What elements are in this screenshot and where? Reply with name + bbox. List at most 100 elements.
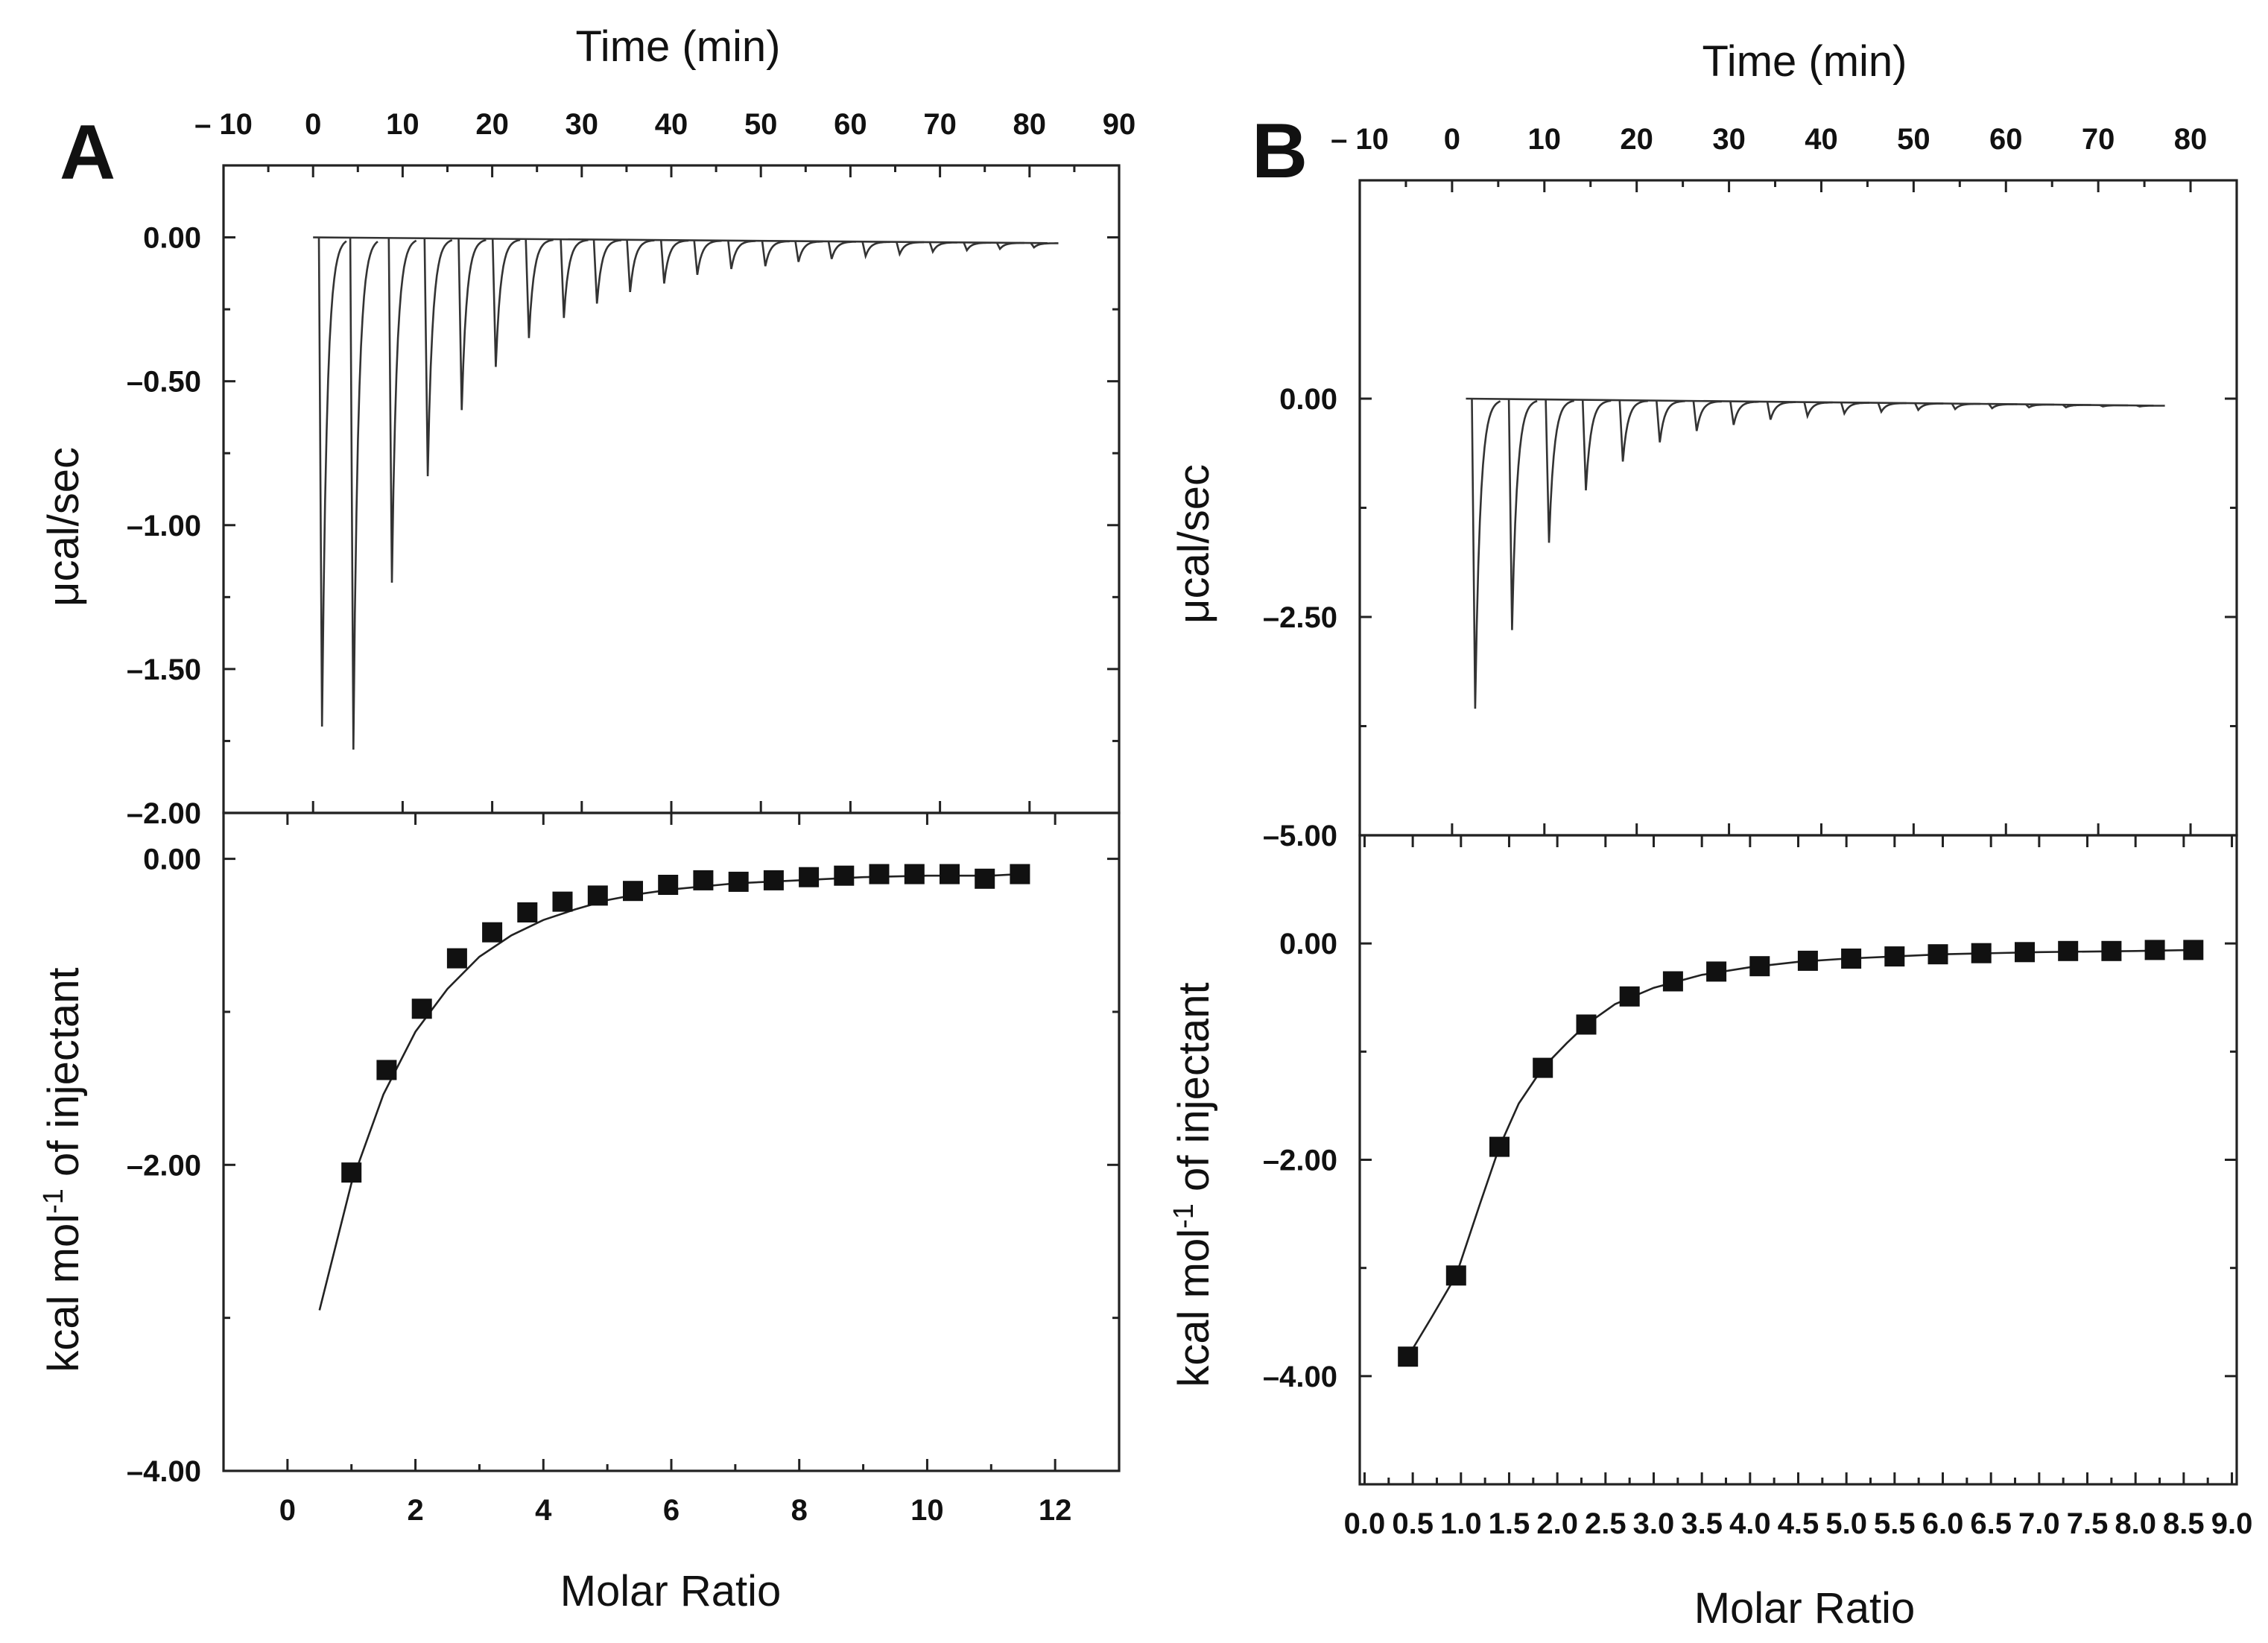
panel-a-isotherm-y-tick-label: –4.00: [127, 1455, 201, 1488]
panel-b-isotherm-y-tick-label: –4.00: [1263, 1361, 1337, 1393]
panel-b-thermogram-injection-peak: [1618, 399, 1648, 462]
panel-b-heat-axis-title-main: kcal mol: [1170, 1229, 1218, 1387]
panel-a-isotherm-x-tick-label: 2: [407, 1494, 423, 1527]
panel-b-isotherm-data-point: [1749, 956, 1770, 977]
panel-b-thermogram-injection-peak: [2099, 404, 2129, 408]
panel-b-thermogram-injection-peak: [1951, 402, 1980, 411]
panel-a-isotherm-x-tick-label: 0: [279, 1494, 296, 1527]
panel-b-isotherm-x-tick-label: 3.0: [1633, 1507, 1675, 1540]
panel-b-isotherm-x-tick-label: 0.5: [1392, 1507, 1434, 1540]
panel-b-isotherm-data-point: [1445, 1265, 1466, 1286]
panel-a-isotherm-data-point: [341, 1162, 362, 1183]
panel-b-isotherm-x-tick-label: 3.5: [1681, 1507, 1723, 1540]
panel-b-thermogram-x-tick-label: 70: [2082, 123, 2115, 156]
panel-b-isotherm-y-tick-label: –2.00: [1263, 1145, 1337, 1177]
panel-b-isotherm-data-point: [2144, 940, 2165, 960]
panel-a-thermogram-injection-peak: [387, 238, 417, 583]
panel-a-thermogram-injection-peak: [423, 238, 453, 477]
panel-a-thermogram-x-tick-label: – 10: [194, 108, 253, 141]
panel-b-isotherm-data-point: [1884, 946, 1905, 967]
panel-a-thermogram-y-tick-label: –1.00: [127, 510, 201, 542]
panel-b-thermogram-injection-peak: [2062, 404, 2091, 409]
panel-a-thermogram-x-tick-label: 60: [834, 108, 867, 141]
panel-a-molar-ratio-axis-title: Molar Ratio: [560, 1567, 782, 1615]
panel-a-thermogram-injection-peak: [349, 237, 378, 750]
panel-b-thermogram-injection-peak: [1988, 403, 2018, 410]
panel-b-isotherm-x-tick-label: 0.0: [1344, 1507, 1386, 1540]
panel-b-isotherm-x-tick-label: 1.5: [1489, 1507, 1530, 1540]
panel-a-thermogram-injection-peak: [525, 238, 554, 338]
panel-a-fit-curve-group: [318, 873, 1020, 1311]
panel-b-isotherm-data-point: [1662, 971, 1683, 992]
panel-b-thermogram-injection-peak: [1471, 399, 1501, 709]
panel-a-thermogram-x-tick-label: 70: [923, 108, 957, 141]
panel-b-isotherm-x-tick-label: 4.0: [1729, 1507, 1771, 1540]
panel-b-molar-ratio-ticks: 0.0 0.5 1.0 1.5 2.0 2.5 3.0 3.5 4.0 4.5 5.0 5.5 6.0 6…: [1344, 835, 2253, 1540]
panel-b-isotherm-y-tick-label: 0.00: [1279, 928, 1337, 960]
panel-b-molar-ratio-axis-title: Molar Ratio: [1694, 1584, 1916, 1633]
panel-b-isotherm-data-point: [1797, 950, 1818, 971]
panel-b-thermogram-x-tick-label: 40: [1805, 123, 1838, 156]
panel-b-thermogram-injection-peak: [1656, 400, 1685, 443]
panel-b-thermogram: – 10 0 10 20 30 40 50 60 70 80 0.00 –2.50 –5.00 Tim…: [1170, 37, 2238, 852]
panel-b-isotherm-x-tick-label: 1.0: [1440, 1507, 1482, 1540]
panel-letter-b: B: [1252, 108, 1308, 194]
panel-b-heat-axis-title-suffix: of injectant: [1170, 982, 1218, 1203]
panel-a-isotherm-data-point: [904, 864, 925, 884]
panel-a-isotherm-data-point: [1010, 864, 1030, 884]
panel-a-thermogram-injection-peak: [317, 237, 347, 727]
panel-b-thermogram-injection-peak: [1803, 401, 1833, 420]
panel-a-isotherm-data-point: [482, 922, 503, 943]
panel-a-isotherm-data-point: [763, 870, 784, 890]
panel-b-isotherm-data-point: [1619, 986, 1640, 1007]
panel-b-isotherm-data-point: [1533, 1057, 1553, 1078]
panel-b-heat-axis-title: kcal mol-1 of injectant: [1168, 982, 1218, 1387]
panel-b-isotherm-data-point: [1971, 943, 1992, 963]
panel-a-thermogram-injection-peak: [761, 240, 790, 267]
panel-a-thermogram-injection-peak: [794, 240, 823, 262]
panel-b-isotherm-data-point: [1576, 1014, 1597, 1035]
panel-a-thermogram-injection-peak: [491, 238, 521, 367]
panel-b-isotherm-data-point: [2183, 940, 2204, 960]
panel-a-thermogram-injection-peak: [727, 240, 756, 270]
panel-b-isotherm-data-point: [2058, 940, 2079, 961]
panel-a-thermogram-injection-peak: [995, 241, 1024, 251]
panel-a-heat-axis-title-suffix: of injectant: [39, 967, 88, 1188]
panel-a-heat-axis-title: kcal mol-1 of injectant: [38, 967, 88, 1372]
panel-a-isotherm-x-tick-label: 6: [663, 1494, 680, 1527]
panel-a-molar-ratio-ticks: 0 2 4 6 8 10 12: [279, 813, 1071, 1527]
panel-b-thermogram-x-tick-label: 10: [1528, 123, 1562, 156]
panel-b-thermogram-y-tick-label: –5.00: [1263, 820, 1337, 852]
panel-a-thermogram-injection-peak: [896, 241, 925, 257]
panel-b-isotherm-data-point: [1489, 1136, 1510, 1157]
panel-b-isotherm-x-tick-label: 2.0: [1536, 1507, 1578, 1540]
panel-b-thermogram-injection-peak: [1581, 399, 1612, 491]
panel-b-isotherm-fit-curve: [1407, 949, 2193, 1358]
panel-b-isotherm-x-tick-label: 9.0: [2211, 1507, 2253, 1540]
panel-b-isotherm-data-point: [2101, 940, 2122, 961]
panel-b-isotherm-data-point: [1928, 944, 1948, 965]
panel-a-isotherm-data-point: [834, 865, 855, 886]
panel-b-thermogram-x-tick-label: – 10: [1331, 123, 1389, 156]
panel-b-isotherm-x-tick-label: 7.5: [2067, 1507, 2109, 1540]
panel-a-isotherm-y-tick-label: 0.00: [143, 843, 201, 876]
panel-a-thermogram-y-tick-label: –2.00: [127, 797, 201, 830]
panel-a-thermogram-injection-peak: [861, 241, 890, 260]
panel-a-isotherm-data-point: [693, 870, 714, 890]
panel-a-thermogram-y-tick-label: 0.00: [143, 222, 201, 255]
panel-b-thermogram-injection-peak: [1766, 401, 1796, 420]
panel-a-thermogram-x-tick-label: 10: [386, 108, 419, 141]
panel-b-time-axis-title: Time (min): [1702, 37, 1907, 86]
panel-b-isotherm-x-tick-label: 5.0: [1825, 1507, 1867, 1540]
panel-a-thermogram-injection-peak: [592, 239, 622, 304]
panel-a-thermogram-injection-peak: [963, 241, 992, 253]
panel-b-isotherm-data-point: [1841, 949, 1862, 969]
panel-a-time-ticks: – 10 0 10 20 30 40 50 60 70 80 90: [194, 108, 1135, 813]
panel-b-isotherm-data-point: [1706, 961, 1727, 982]
panel-a-thermogram-x-tick-label: 90: [1103, 108, 1136, 141]
panel-a-isotherm-data-point: [446, 948, 467, 969]
panel-b-data-points: [1398, 940, 2204, 1367]
panel-b-isotherm-data-point: [2015, 942, 2035, 963]
panel-b-isotherm-x-tick-label: 6.5: [1970, 1507, 2012, 1540]
